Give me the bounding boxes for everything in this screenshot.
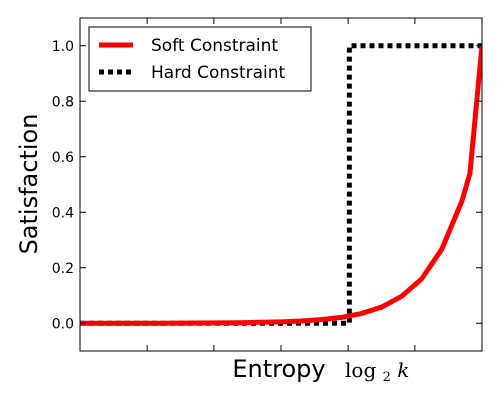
legend-label-soft: Soft Constraint bbox=[151, 36, 278, 56]
legend: Soft Constraint Hard Constraint bbox=[89, 27, 311, 91]
y-tick-label: 0.0 bbox=[52, 316, 74, 332]
y-tick-label: 1.0 bbox=[52, 39, 74, 55]
y-tick-label: 0.2 bbox=[52, 261, 74, 277]
x-marker-label-var: k bbox=[397, 358, 409, 382]
x-marker-label-base: log bbox=[345, 358, 376, 382]
y-axis-label: Satisfaction bbox=[15, 114, 43, 255]
x-axis-label: Entropy bbox=[232, 355, 325, 383]
x-marker-label-sub: 2 bbox=[383, 370, 391, 385]
legend-label-hard: Hard Constraint bbox=[151, 63, 286, 83]
y-tick-label: 0.4 bbox=[52, 205, 74, 221]
y-tick-label: 0.8 bbox=[52, 94, 74, 110]
x-marker-label: log 2 k bbox=[345, 358, 409, 386]
y-tick-label: 0.6 bbox=[52, 150, 74, 166]
svg-text:log 2 k: log 2 k bbox=[345, 358, 409, 386]
